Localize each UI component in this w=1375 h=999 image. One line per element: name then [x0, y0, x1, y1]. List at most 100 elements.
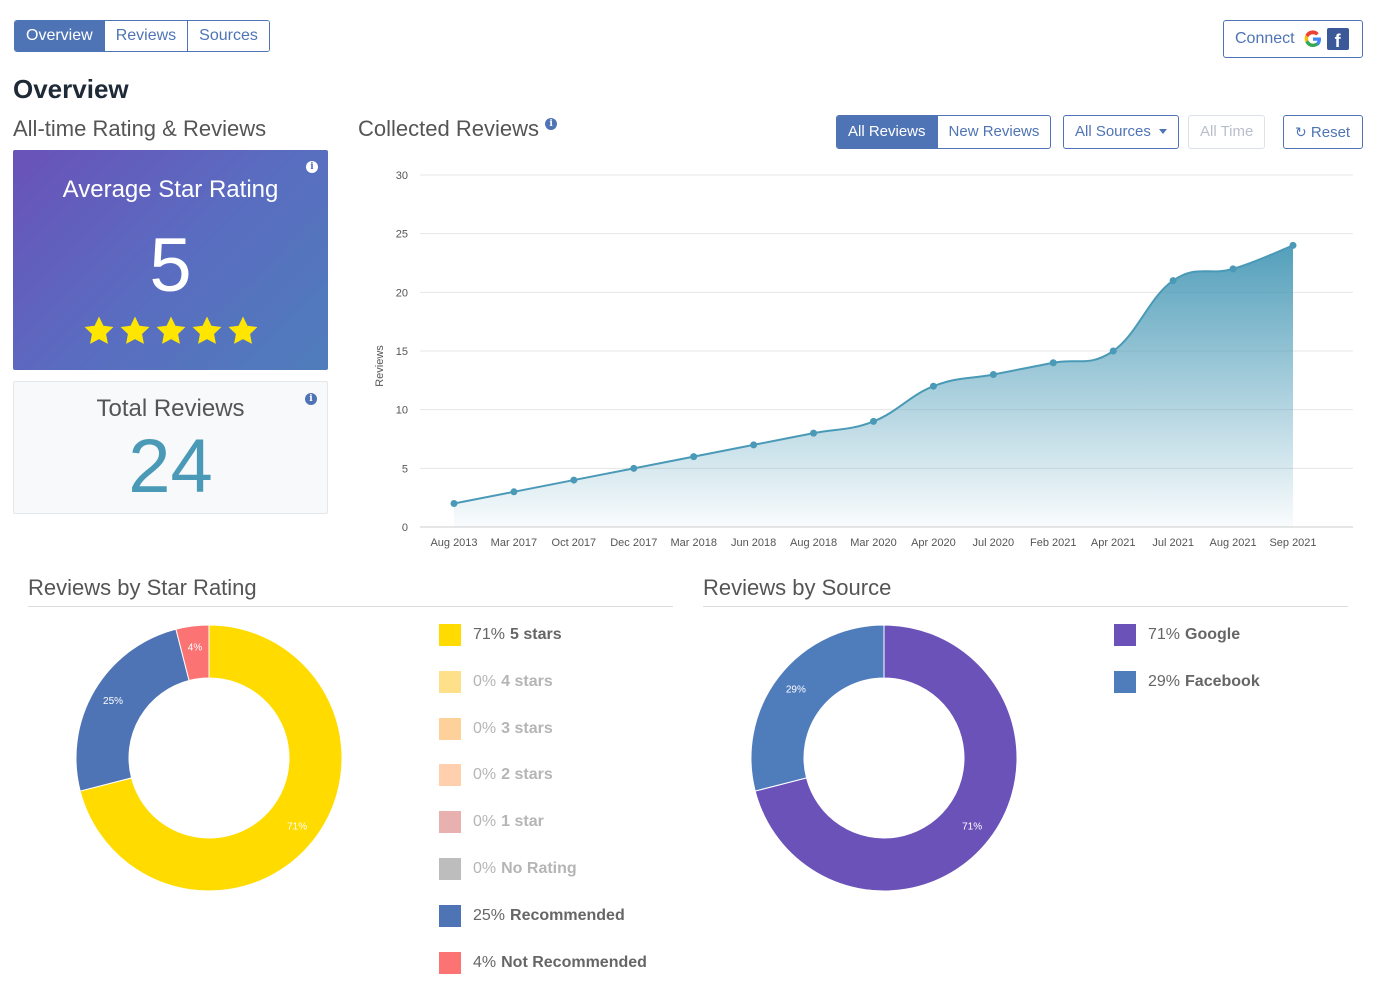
all-reviews-button[interactable]: All Reviews	[837, 116, 937, 148]
legend-percent: 0%	[473, 860, 497, 877]
x-tick-label: Mar 2020	[850, 537, 896, 549]
reset-button[interactable]: ↻ Reset	[1283, 115, 1363, 149]
slice-label: 4%	[188, 642, 203, 653]
data-point[interactable]	[510, 488, 518, 496]
legend-item[interactable]: 71% Google	[1114, 624, 1240, 646]
x-tick-label: Aug 2021	[1210, 537, 1257, 549]
data-point[interactable]	[570, 476, 578, 484]
all-sources-dropdown[interactable]: All Sources	[1063, 115, 1180, 149]
x-tick-label: Oct 2017	[552, 537, 597, 549]
legend-item[interactable]: 0% 2 stars	[439, 764, 553, 787]
y-tick-label: 30	[396, 170, 408, 182]
donut-slice[interactable]	[754, 624, 1018, 892]
legend-swatch	[439, 858, 461, 880]
alltime-heading: All-time Rating & Reviews	[13, 116, 267, 141]
y-tick-label: 0	[402, 522, 408, 534]
legend-label: Recommended	[510, 906, 625, 924]
slice-label: 71%	[287, 821, 307, 832]
data-point[interactable]	[450, 500, 458, 508]
x-tick-label: Jul 2020	[973, 537, 1015, 549]
tab-overview[interactable]: Overview	[15, 21, 105, 51]
tab-sources[interactable]: Sources	[188, 21, 269, 51]
legend-percent: 29%	[1148, 672, 1181, 690]
info-icon[interactable]: i	[305, 393, 317, 405]
legend-percent: 25%	[473, 906, 506, 924]
legend-percent: 0%	[473, 766, 497, 784]
legend-label: Not Recommended	[501, 953, 647, 971]
source-heading: Reviews by Source	[703, 575, 892, 600]
x-tick-label: Aug 2013	[430, 537, 477, 549]
page-title: Overview	[13, 74, 129, 104]
info-icon[interactable]: i	[545, 118, 558, 130]
legend-item[interactable]: 29% Facebook	[1114, 670, 1260, 693]
donut-slice[interactable]	[175, 624, 210, 682]
legend-label: 4 stars	[501, 672, 553, 690]
legend-item[interactable]: 0% No Rating	[439, 858, 577, 880]
series-line	[453, 244, 1294, 505]
data-point[interactable]	[630, 464, 638, 472]
legend-item[interactable]: 71% 5 stars	[439, 624, 562, 646]
connect-button[interactable]: Connect f	[1223, 20, 1363, 58]
collected-heading-text: Collected Reviews	[358, 116, 539, 141]
y-tick-label: 25	[396, 229, 408, 241]
legend-swatch	[439, 904, 461, 927]
avg-value: 5	[149, 223, 192, 308]
new-reviews-button[interactable]: New Reviews	[936, 116, 1051, 148]
star-rating-donut: 71% 25% 4%	[75, 624, 343, 892]
y-tick-label: 15	[396, 346, 408, 358]
divider	[28, 606, 673, 607]
info-icon[interactable]: i	[306, 161, 318, 173]
x-tick-label: Dec 2017	[610, 537, 657, 549]
connect-label: Connect	[1235, 30, 1295, 47]
legend-percent: 71%	[1148, 626, 1181, 643]
star-icon	[84, 316, 113, 344]
data-point[interactable]	[750, 441, 758, 449]
view-tabs: Overview Reviews Sources	[14, 20, 270, 52]
y-tick-label: 5	[402, 463, 408, 475]
data-point[interactable]	[1289, 241, 1297, 249]
donut-slice[interactable]	[750, 624, 885, 792]
donut-slice[interactable]	[79, 624, 343, 892]
data-point[interactable]	[870, 417, 877, 425]
collected-reviews-chart: 0 5 10 15 20 25 30 Reviews Aug 2013 Mar 2017 Oct 2…	[374, 170, 1353, 549]
legend-item[interactable]: 0% 4 stars	[439, 670, 553, 693]
star-icon	[120, 316, 149, 344]
divider	[703, 606, 1348, 607]
data-point[interactable]	[690, 453, 698, 461]
time-range-button[interactable]: All Time	[1188, 115, 1266, 149]
legend-label: No Rating	[501, 860, 577, 877]
data-point[interactable]	[1049, 359, 1057, 367]
google-icon	[1304, 30, 1321, 48]
total-reviews-card: i Total Reviews 24	[13, 381, 328, 514]
legend-label: Facebook	[1185, 672, 1260, 690]
tab-reviews[interactable]: Reviews	[104, 21, 189, 51]
refresh-icon: ↻	[1295, 124, 1307, 140]
star-icon	[228, 316, 257, 344]
legend-item[interactable]: 0% 3 stars	[439, 717, 553, 740]
slice-label: 71%	[962, 821, 982, 832]
avg-label: Average Star Rating	[62, 176, 279, 203]
legend-item[interactable]: 25% Recommended	[439, 904, 625, 927]
legend-percent: 0%	[473, 813, 497, 831]
data-point[interactable]	[1229, 265, 1237, 273]
y-axis-label: Reviews	[374, 345, 386, 387]
data-point[interactable]	[1109, 347, 1117, 355]
legend-item[interactable]: 4% Not Recommended	[439, 951, 647, 974]
data-point[interactable]	[929, 382, 937, 390]
data-point[interactable]	[1169, 277, 1177, 285]
legend-swatch	[439, 764, 461, 787]
legend-percent: 0%	[473, 672, 497, 690]
legend-label: 3 stars	[501, 719, 553, 737]
legend-swatch	[1114, 670, 1136, 693]
facebook-icon: f	[1326, 28, 1349, 50]
legend-swatch	[439, 951, 461, 974]
data-point[interactable]	[810, 429, 818, 437]
x-tick-label: Jul 2021	[1152, 537, 1194, 549]
total-value: 24	[128, 424, 213, 509]
legend-item[interactable]: 0% 1 star	[439, 811, 544, 834]
star-icon	[192, 316, 221, 344]
data-point[interactable]	[989, 370, 997, 378]
donut-slice[interactable]	[75, 628, 190, 792]
x-tick-label: Mar 2018	[670, 537, 716, 549]
caret-down-icon	[1159, 129, 1168, 134]
